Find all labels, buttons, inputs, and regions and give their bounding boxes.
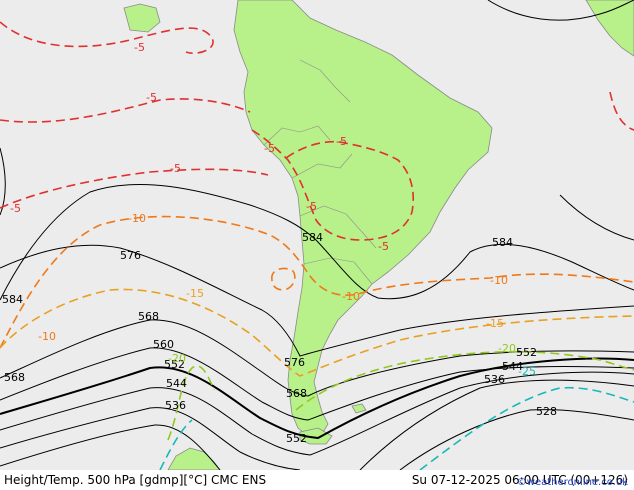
contour-552 (0, 357, 634, 440)
product-title: Height/Temp. 500 hPa [gdmp][°C] CMC ENS (4, 473, 267, 487)
contour-560 (0, 347, 634, 421)
temp-label-minus10: -10 (490, 274, 508, 287)
height-label-576: 576 (120, 249, 141, 262)
contour-576 (0, 244, 634, 357)
contour-584-atl (559, 194, 634, 241)
temperature-labels: -5 -5 -5 -5 -5 -5 -5 -5 -10 -10 -10 -10 … (10, 41, 536, 378)
contour-528 (0, 409, 634, 471)
height-label-584: 584 (2, 293, 23, 306)
tierra-del-fuego (299, 427, 333, 445)
temp-label-minus20: -20 (168, 352, 186, 365)
contour-584-ne (487, 0, 634, 21)
height-label-568: 568 (138, 310, 159, 323)
height-label-584: 584 (492, 236, 513, 249)
map-canvas: 584 584 584 576 576 568 568 568 560 552 … (0, 0, 634, 471)
contour-544 (0, 371, 634, 456)
height-label-584: 584 (302, 231, 323, 244)
africa-landmass (585, 0, 634, 57)
falkland-islands (351, 403, 367, 414)
contour-568 (0, 319, 634, 397)
height-label-552: 552 (164, 358, 185, 371)
height-label-552: 552 (286, 432, 307, 445)
isotherm-minus20 (167, 350, 634, 441)
height-label-568: 568 (4, 371, 25, 384)
temp-label-minus5: -5 (306, 200, 317, 213)
isotherm-minus5-north (0, 21, 214, 54)
contour-584-nw (0, 147, 6, 216)
height-label-528: 528 (536, 405, 557, 418)
temp-label-minus10: -10 (128, 212, 146, 225)
south-america-landmass (233, 0, 493, 437)
height-label-568: 568 (286, 387, 307, 400)
isotherm-minus10 (0, 215, 634, 349)
height-label-544: 544 (502, 360, 523, 373)
temp-label-minus15: -15 (186, 287, 204, 300)
temp-label-minus10: -10 (342, 290, 360, 303)
height-label-544: 544 (166, 377, 187, 390)
valid-time: Su 07-12-2025 06:00 UTC (00+126) (411, 473, 628, 487)
temp-label-minus10: -10 (38, 330, 56, 343)
caribbean-island (123, 3, 161, 33)
isotherm-minus5-peru (251, 129, 414, 241)
temperature-isotherms (0, 21, 634, 471)
map-footer: Height/Temp. 500 hPa [gdmp][°C] CMC ENS … (0, 470, 634, 490)
site-credit[interactable]: ©weatheronline.co.uk (516, 477, 628, 488)
height-label-576: 576 (284, 356, 305, 369)
temp-label-minus5: -5 (134, 41, 145, 54)
height-label-536: 536 (165, 399, 186, 412)
temp-label-minus25: -25 (518, 365, 536, 378)
contour-584-upper (0, 183, 634, 301)
isotherm-minus25 (159, 386, 634, 471)
weather-map: 584 584 584 576 576 568 568 568 560 552 … (0, 0, 634, 471)
country-borders (263, 59, 377, 285)
isotherm-minus5-se (609, 91, 634, 131)
land-layer (123, 0, 634, 471)
height-label-560: 560 (153, 338, 174, 351)
height-contours (0, 0, 634, 471)
height-contour-labels: 584 584 584 576 576 568 568 568 560 552 … (2, 231, 557, 445)
temp-label-minus5: -5 (378, 240, 389, 253)
temp-label-minus15: -15 (486, 317, 504, 330)
isotherm-minus10-loop (271, 267, 296, 291)
temp-label-minus5: -5 (336, 135, 347, 148)
isotherm-minus5-a (0, 98, 251, 123)
temp-label-minus20: -20 (498, 342, 516, 355)
temp-label-minus5: -5 (264, 142, 275, 155)
height-label-536: 536 (484, 373, 505, 386)
temp-label-minus5: -5 (146, 91, 157, 104)
height-label-552: 552 (516, 346, 537, 359)
isotherm-minus5-b (0, 168, 269, 209)
temp-label-minus5: -5 (170, 162, 181, 175)
temp-label-minus5: -5 (10, 202, 21, 215)
